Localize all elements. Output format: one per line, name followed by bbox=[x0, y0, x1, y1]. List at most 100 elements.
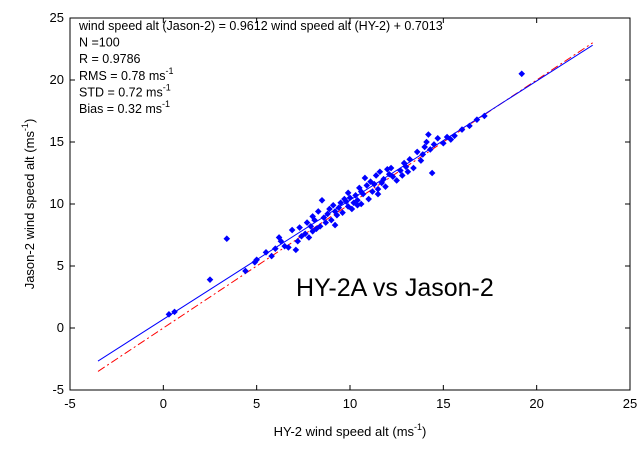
data-point bbox=[342, 198, 350, 205]
data-point bbox=[421, 143, 428, 151]
data-point bbox=[402, 163, 410, 171]
data-point bbox=[389, 173, 397, 181]
data-point bbox=[272, 245, 279, 252]
data-point bbox=[242, 267, 249, 275]
data-point bbox=[348, 205, 356, 213]
data-point bbox=[298, 232, 305, 240]
data-point bbox=[309, 227, 316, 235]
y-axis-label: Jason-2 wind speed alt (ms-1) bbox=[20, 119, 37, 290]
data-point bbox=[434, 134, 442, 142]
data-point bbox=[365, 195, 372, 203]
data-point bbox=[277, 237, 285, 245]
x-tick-label: -5 bbox=[64, 396, 76, 411]
data-point bbox=[352, 192, 359, 199]
y-tick-labels: -5 0 5 10 15 20 25 bbox=[50, 10, 64, 397]
y-tick-label: 25 bbox=[50, 10, 64, 25]
data-point bbox=[361, 174, 369, 182]
x-tick-label: 5 bbox=[253, 396, 260, 411]
data-point bbox=[262, 249, 270, 256]
x-tick-label: 0 bbox=[160, 396, 167, 411]
data-point bbox=[518, 70, 526, 78]
data-point bbox=[443, 133, 451, 141]
data-point bbox=[253, 256, 260, 264]
annotation-line: N =100 bbox=[79, 36, 120, 50]
data-point bbox=[335, 204, 343, 212]
data-point bbox=[410, 164, 417, 172]
data-point bbox=[314, 208, 322, 215]
data-point bbox=[378, 179, 386, 187]
data-point bbox=[288, 226, 296, 234]
y-tick-label: 5 bbox=[57, 258, 64, 273]
identity-line bbox=[97, 42, 593, 372]
x-tick-label: 15 bbox=[436, 396, 450, 411]
data-point bbox=[346, 194, 354, 202]
data-point bbox=[404, 168, 412, 176]
data-point bbox=[400, 159, 408, 167]
data-point bbox=[425, 131, 432, 138]
data-point bbox=[344, 203, 352, 210]
data-point bbox=[428, 169, 436, 177]
x-tick-label: 10 bbox=[343, 396, 357, 411]
data-point bbox=[316, 223, 324, 230]
data-point bbox=[481, 112, 488, 120]
data-point bbox=[354, 201, 361, 209]
data-point bbox=[370, 180, 378, 188]
data-point bbox=[357, 188, 365, 195]
data-point bbox=[397, 167, 404, 174]
data-point bbox=[309, 213, 316, 220]
data-point bbox=[294, 237, 302, 245]
data-point bbox=[367, 178, 374, 185]
data-point bbox=[382, 183, 389, 190]
data-point bbox=[305, 234, 313, 241]
data-point bbox=[423, 138, 430, 146]
data-point bbox=[331, 221, 339, 229]
data-point bbox=[318, 196, 326, 204]
data-point bbox=[466, 122, 473, 130]
data-point bbox=[363, 182, 371, 189]
x-tick-labels: -5 0 5 10 15 20 25 bbox=[64, 396, 637, 411]
data-point bbox=[296, 224, 303, 231]
data-point bbox=[324, 210, 331, 218]
data-point bbox=[451, 132, 458, 140]
data-point bbox=[333, 211, 341, 219]
data-point bbox=[430, 141, 438, 148]
data-point bbox=[417, 157, 425, 164]
data-point bbox=[426, 146, 434, 153]
data-point bbox=[406, 156, 414, 163]
data-point bbox=[369, 188, 376, 195]
data-point bbox=[337, 199, 344, 207]
data-point bbox=[380, 175, 387, 183]
annotation-line: RMS = 0.78 ms-1 bbox=[79, 66, 174, 83]
data-point bbox=[398, 172, 406, 179]
data-point bbox=[447, 136, 455, 143]
data-point bbox=[339, 209, 346, 216]
data-point bbox=[473, 116, 481, 123]
data-point bbox=[357, 200, 365, 208]
data-point bbox=[268, 252, 275, 260]
overlay-title: HY-2A vs Jason-2 bbox=[296, 274, 494, 302]
data-point bbox=[326, 205, 333, 213]
data-point bbox=[458, 126, 466, 133]
y-tick-label: 0 bbox=[57, 320, 64, 335]
data-point bbox=[320, 214, 328, 221]
data-point bbox=[322, 219, 330, 226]
data-point bbox=[301, 230, 309, 238]
data-point bbox=[165, 311, 173, 318]
x-tick-label: 20 bbox=[529, 396, 543, 411]
y-tick-label: -5 bbox=[52, 382, 64, 397]
data-points bbox=[165, 70, 526, 318]
data-point bbox=[376, 168, 384, 176]
data-point bbox=[374, 190, 382, 198]
stats-annotations: wind speed alt (Jason-2) = 0.9612 wind s… bbox=[78, 19, 443, 116]
annotation-line: R = 0.9786 bbox=[79, 52, 141, 66]
data-point bbox=[281, 242, 288, 250]
data-point bbox=[275, 234, 283, 241]
y-tick-label: 20 bbox=[50, 72, 64, 87]
data-point bbox=[223, 235, 231, 243]
data-point bbox=[206, 276, 214, 283]
y-tick-label: 10 bbox=[50, 196, 64, 211]
annotation-line: STD = 0.72 ms-1 bbox=[79, 82, 171, 99]
x-tick-label: 25 bbox=[623, 396, 637, 411]
data-point bbox=[285, 244, 292, 251]
